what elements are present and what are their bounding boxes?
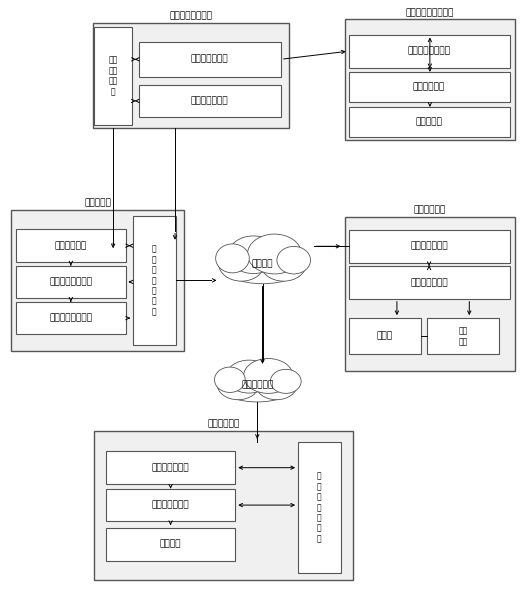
FancyBboxPatch shape bbox=[106, 528, 235, 561]
Text: 控制驱动模块: 控制驱动模块 bbox=[413, 82, 445, 92]
Ellipse shape bbox=[215, 367, 245, 393]
Ellipse shape bbox=[224, 251, 301, 284]
FancyBboxPatch shape bbox=[94, 27, 132, 125]
Text: 动作指示处理模块: 动作指示处理模块 bbox=[407, 47, 450, 56]
FancyBboxPatch shape bbox=[349, 230, 509, 262]
FancyBboxPatch shape bbox=[106, 451, 235, 484]
Text: 手持端通话模块: 手持端通话模块 bbox=[191, 96, 228, 105]
Text: 数据存储管理模块: 数据存储管理模块 bbox=[49, 278, 92, 287]
FancyBboxPatch shape bbox=[349, 318, 421, 355]
Text: 智能手持控制终端: 智能手持控制终端 bbox=[169, 11, 212, 20]
Ellipse shape bbox=[270, 369, 301, 393]
Text: 远程移动终端: 远程移动终端 bbox=[207, 419, 240, 428]
Text: 施工判断处理模块: 施工判断处理模块 bbox=[49, 313, 92, 322]
Ellipse shape bbox=[228, 236, 279, 273]
Text: 视频监控控制器: 视频监控控制器 bbox=[410, 278, 448, 287]
FancyBboxPatch shape bbox=[94, 431, 353, 581]
FancyBboxPatch shape bbox=[345, 217, 514, 370]
FancyBboxPatch shape bbox=[298, 442, 341, 573]
FancyBboxPatch shape bbox=[106, 489, 235, 521]
FancyBboxPatch shape bbox=[345, 19, 514, 140]
FancyBboxPatch shape bbox=[139, 85, 281, 117]
Ellipse shape bbox=[261, 247, 307, 281]
Text: 视频端通信模块: 视频端通信模块 bbox=[410, 242, 448, 251]
Text: 移
动
端
通
信
模
块: 移 动 端 通 信 模 块 bbox=[317, 472, 322, 543]
Text: 移动端通话模块: 移动端通话模块 bbox=[152, 463, 190, 472]
Ellipse shape bbox=[226, 360, 272, 393]
FancyBboxPatch shape bbox=[349, 35, 509, 68]
Ellipse shape bbox=[217, 369, 259, 400]
FancyBboxPatch shape bbox=[16, 302, 125, 335]
Ellipse shape bbox=[222, 373, 293, 402]
FancyBboxPatch shape bbox=[16, 265, 125, 298]
FancyBboxPatch shape bbox=[349, 72, 509, 102]
Ellipse shape bbox=[247, 234, 301, 274]
Ellipse shape bbox=[256, 369, 297, 400]
FancyBboxPatch shape bbox=[349, 107, 509, 137]
Text: 移动通信网络: 移动通信网络 bbox=[241, 380, 274, 389]
FancyBboxPatch shape bbox=[139, 42, 281, 77]
Text: 摄像头: 摄像头 bbox=[376, 331, 393, 341]
Text: 智能手持控制器: 智能手持控制器 bbox=[191, 55, 228, 64]
FancyBboxPatch shape bbox=[93, 22, 289, 128]
Text: 互联网络: 互联网络 bbox=[252, 259, 273, 268]
Ellipse shape bbox=[216, 244, 249, 273]
Text: 移动客户端模块: 移动客户端模块 bbox=[152, 501, 190, 510]
Text: 服务处理模块: 服务处理模块 bbox=[55, 241, 87, 250]
FancyBboxPatch shape bbox=[427, 318, 499, 355]
FancyBboxPatch shape bbox=[349, 266, 509, 299]
FancyBboxPatch shape bbox=[16, 230, 125, 262]
Text: 工业机械手: 工业机械手 bbox=[416, 118, 443, 127]
Text: 显示模块: 显示模块 bbox=[160, 540, 181, 549]
Text: 手持
端通
信模
块: 手持 端通 信模 块 bbox=[109, 56, 118, 96]
FancyBboxPatch shape bbox=[11, 210, 184, 351]
Ellipse shape bbox=[277, 247, 311, 274]
Text: 数
据
端
通
信
模
块: 数 据 端 通 信 模 块 bbox=[152, 245, 156, 316]
Text: 工业机械手执行机构: 工业机械手执行机构 bbox=[406, 8, 454, 17]
Text: 数据服务器: 数据服务器 bbox=[84, 198, 111, 207]
Text: 电控
云台: 电控 云台 bbox=[458, 327, 468, 346]
Text: 视频监控机构: 视频监控机构 bbox=[414, 205, 446, 215]
Ellipse shape bbox=[218, 247, 264, 281]
FancyBboxPatch shape bbox=[133, 216, 176, 345]
Ellipse shape bbox=[244, 359, 293, 393]
